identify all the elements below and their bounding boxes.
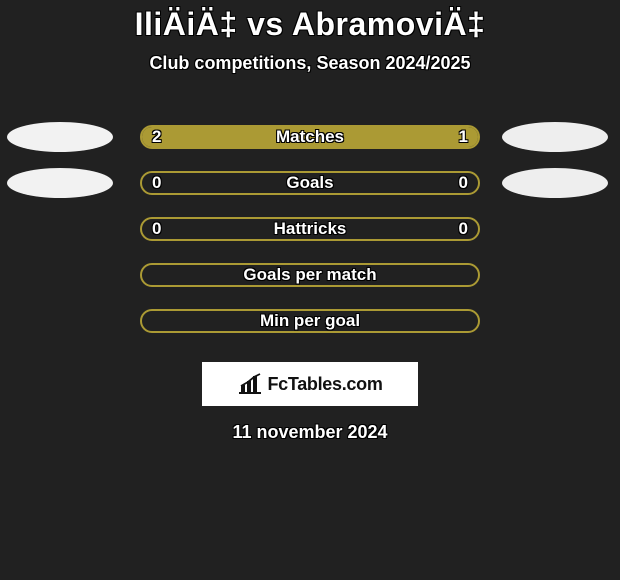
logo-text: FcTables.com [267, 374, 382, 395]
logo-box: FcTables.com [202, 362, 418, 406]
stat-value-right: 1 [459, 127, 468, 147]
stat-label: Goals per match [243, 265, 376, 285]
stat-bar: Goals per match [140, 263, 480, 287]
subtitle: Club competitions, Season 2024/2025 [0, 53, 620, 74]
stat-value-right: 0 [459, 219, 468, 239]
stat-value-right: 0 [459, 173, 468, 193]
stats-chart: 2 1 Matches 0 0 Goals 0 0 Hattricks Goals per mat… [0, 114, 620, 344]
bar-chart-icon [237, 373, 263, 395]
stat-bar: 0 0 Goals [140, 171, 480, 195]
stat-label: Goals [286, 173, 333, 193]
stat-row: Goals per match [0, 252, 620, 298]
page-title: IliÄiÄ‡ vs AbramoviÄ‡ [0, 6, 620, 43]
stat-label: Matches [276, 127, 344, 147]
stat-bar: 2 1 Matches [140, 125, 480, 149]
stat-row: 0 0 Hattricks [0, 206, 620, 252]
player-silhouette-right [502, 168, 608, 198]
stat-row: 0 0 Goals [0, 160, 620, 206]
player-silhouette-right [502, 122, 608, 152]
stat-row: 2 1 Matches [0, 114, 620, 160]
player-silhouette-left [7, 168, 113, 198]
stat-bar: 0 0 Hattricks [140, 217, 480, 241]
player-silhouette-left [7, 122, 113, 152]
date-label: 11 november 2024 [0, 422, 620, 443]
stat-value-left: 2 [152, 127, 161, 147]
comparison-infographic: IliÄiÄ‡ vs AbramoviÄ‡ Club competitions,… [0, 0, 620, 443]
stat-label: Min per goal [260, 311, 360, 331]
stat-bar: Min per goal [140, 309, 480, 333]
stat-value-left: 0 [152, 173, 161, 193]
stat-label: Hattricks [274, 219, 347, 239]
stat-value-left: 0 [152, 219, 161, 239]
stat-row: Min per goal [0, 298, 620, 344]
